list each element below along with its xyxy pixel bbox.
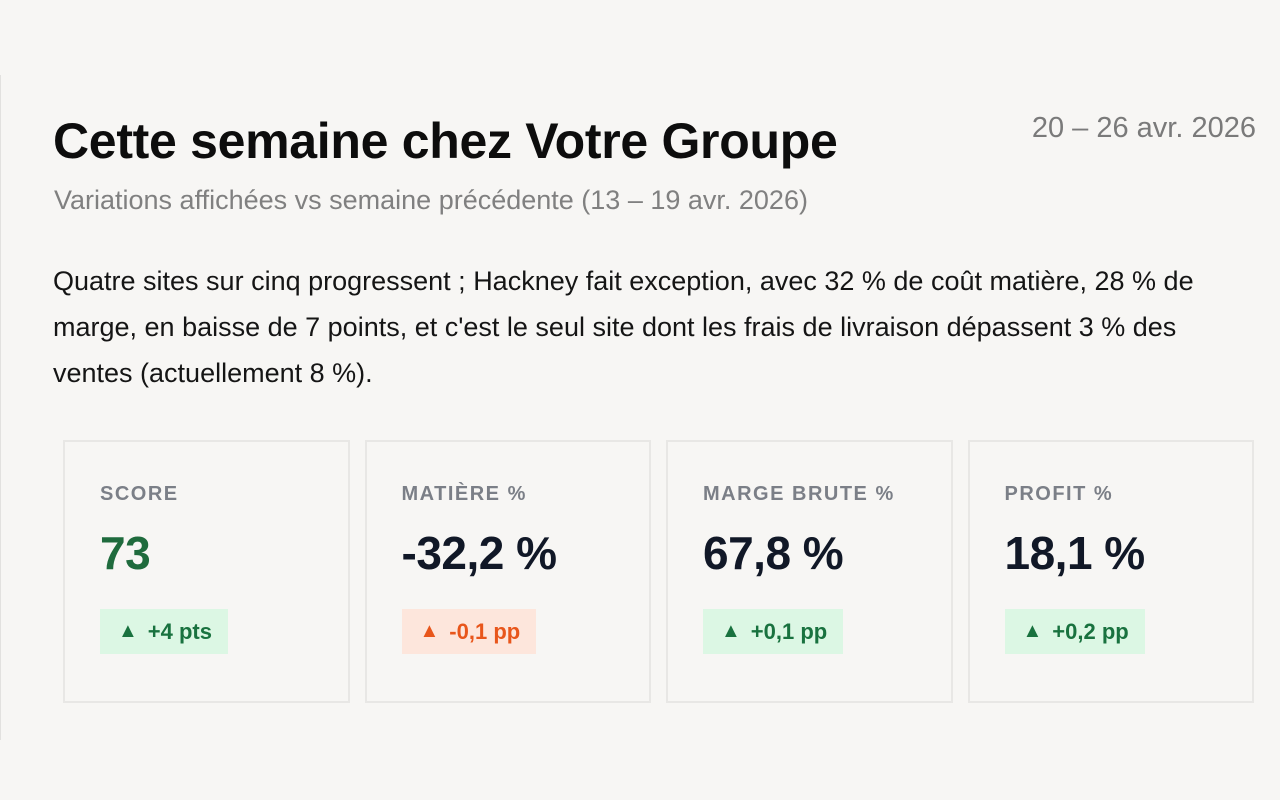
kpi-label: SCORE <box>100 483 179 505</box>
kpi-label: MARGE BRUTE % <box>703 483 895 505</box>
kpi-card-marge-brute: MARGE BRUTE % 67,8 % ▲ +0,1 pp <box>666 440 953 703</box>
delta-badge: ▲ +0,2 pp <box>1004 609 1145 654</box>
arrow-up-icon: ▲ <box>721 620 741 642</box>
kpi-cards: SCORE 73 ▲ +4 pts MATIÈRE % -32,2 % ▲ -0… <box>63 440 1254 703</box>
kpi-card-score: SCORE 73 ▲ +4 pts <box>63 440 350 703</box>
kpi-value: 73 <box>100 527 151 579</box>
arrow-up-icon: ▲ <box>1022 620 1043 642</box>
kpi-label: PROFIT % <box>1004 483 1114 505</box>
summary-text: Quatre sites sur cinq progressent ; Hack… <box>53 266 1194 388</box>
left-edge-divider <box>0 75 1 740</box>
delta-badge: ▲ +0,1 pp <box>703 609 844 654</box>
delta-value: +0,2 pp <box>1052 618 1129 644</box>
kpi-card-matiere: MATIÈRE % -32,2 % ▲ -0,1 pp <box>364 440 651 703</box>
arrow-up-icon: ▲ <box>118 620 138 642</box>
delta-value: +0,1 pp <box>750 618 828 644</box>
delta-value: +4 pts <box>147 618 212 644</box>
page-title: Cette semaine chez Votre Groupe <box>53 113 838 169</box>
delta-value: -0,1 pp <box>449 618 521 644</box>
arrow-up-icon: ▲ <box>419 620 440 642</box>
kpi-card-profit: PROFIT % 18,1 % ▲ +0,2 pp <box>967 440 1254 703</box>
delta-badge: ▲ -0,1 pp <box>401 609 537 654</box>
kpi-value: -32,2 % <box>401 527 558 579</box>
kpi-value: 67,8 % <box>703 527 844 579</box>
delta-badge: ▲ +4 pts <box>100 609 228 654</box>
date-range: 20 – 26 avr. 2026 <box>1031 112 1256 144</box>
kpi-value: 18,1 % <box>1004 527 1146 579</box>
kpi-label: MATIÈRE % <box>401 483 527 505</box>
page-subtitle: Variations affichées vs semaine précéden… <box>54 185 808 215</box>
